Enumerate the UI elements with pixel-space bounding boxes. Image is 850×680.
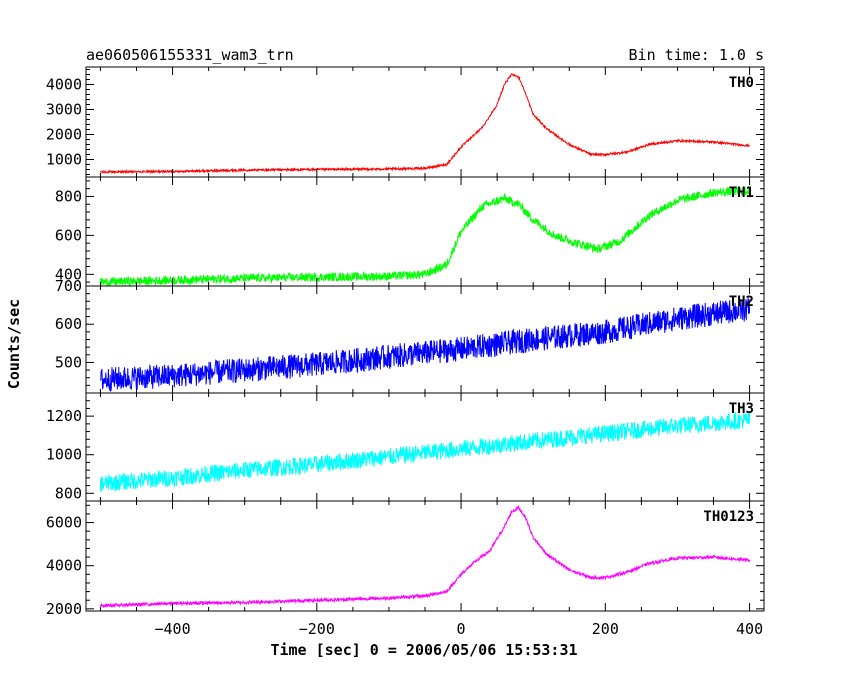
panel-label-th1: TH1 — [729, 185, 754, 201]
x-tick-label: 0 — [457, 620, 466, 638]
series-line-th2 — [99, 296, 751, 392]
y-tick-label: 1000 — [46, 446, 82, 464]
panel-frame-th1 — [85, 176, 765, 287]
y-tick-label: 2000 — [46, 126, 82, 144]
y-axis-title: Counts/sec — [5, 299, 23, 389]
x-tick-label: 200 — [592, 620, 619, 638]
y-tick-label: 4000 — [46, 557, 82, 575]
x-tick-label: 400 — [736, 620, 763, 638]
series-line-th0 — [99, 73, 750, 175]
y-tick-label: 600 — [55, 315, 82, 333]
y-tick-label: 6000 — [46, 514, 82, 532]
panel-frame-th0123 — [85, 500, 765, 612]
series-line-th1 — [99, 186, 751, 286]
x-axis-title: Time [sec] 0 = 2006/05/06 15:53:31 — [270, 641, 577, 659]
y-tick-label: 700 — [55, 277, 82, 295]
y-tick-label: 4000 — [46, 76, 82, 94]
y-tick-label: 800 — [55, 484, 82, 502]
bin-time-label: Bin time: 1.0 s — [629, 46, 764, 64]
x-tick-label: −200 — [299, 620, 335, 638]
panel-frame-th0 — [85, 66, 765, 178]
panel-label-th3: TH3 — [729, 401, 754, 417]
y-tick-label: 1000 — [46, 151, 82, 169]
y-tick-label: 800 — [55, 187, 82, 205]
y-tick-label: 500 — [55, 353, 82, 371]
y-tick-label: 400 — [55, 265, 82, 283]
x-tick-label: −400 — [154, 620, 190, 638]
y-tick-label: 1200 — [46, 407, 82, 425]
panel-label-th0: TH0 — [729, 75, 754, 91]
series-line-th3 — [99, 411, 751, 493]
panel-label-th0123: TH0123 — [703, 509, 754, 525]
chart-title: ae060506155331_wam3_trn — [86, 46, 294, 64]
y-tick-label: 2000 — [46, 600, 82, 618]
y-tick-label: 3000 — [46, 101, 82, 119]
panel-label-th2: TH2 — [729, 294, 754, 310]
series-line-th0123 — [99, 504, 751, 609]
y-tick-label: 600 — [55, 226, 82, 244]
